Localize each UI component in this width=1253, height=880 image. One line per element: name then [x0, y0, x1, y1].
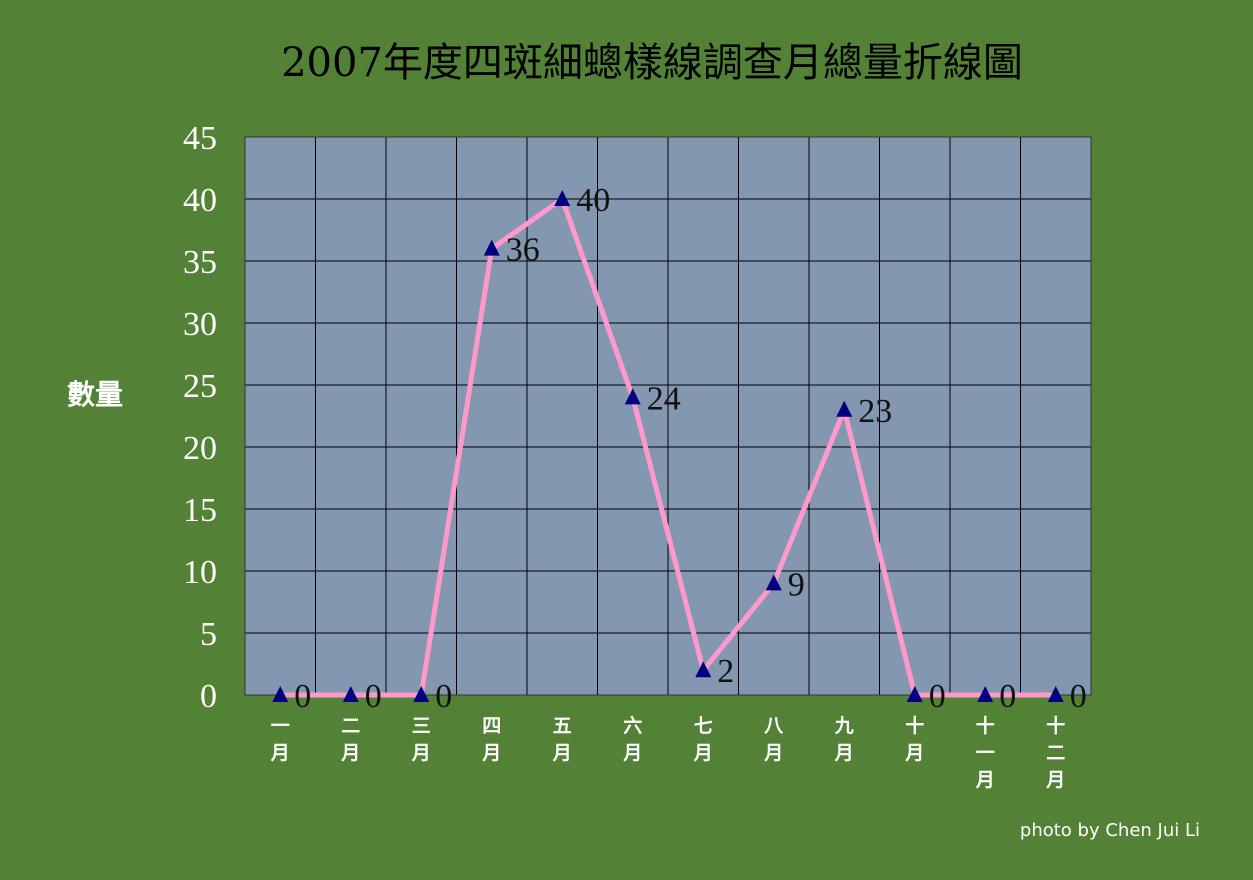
x-tick-label: 十 [976, 714, 995, 737]
x-tick-label: 一 [976, 742, 995, 764]
y-tick-label: 15 [183, 492, 217, 529]
x-tick-label: 九 [834, 715, 854, 737]
data-point-marker [765, 574, 782, 591]
data-point-marker [624, 388, 641, 405]
y-tick-label: 20 [183, 430, 217, 467]
x-tick-label: 月 [1045, 769, 1065, 791]
x-tick-label: 六 [623, 714, 642, 737]
data-label: 23 [858, 393, 892, 430]
x-tick-label: 月 [552, 742, 572, 764]
data-label: 0 [929, 678, 946, 715]
data-point-marker [413, 686, 430, 702]
y-axis-label: 數量 [67, 378, 123, 411]
chart-title: 2007年度四斑細蟌樣線調查月總量折線圖 [281, 40, 1023, 86]
data-label: 36 [506, 232, 540, 269]
data-label: 2 [717, 653, 734, 690]
y-tick-label: 40 [183, 182, 217, 219]
x-tick-label: 月 [834, 742, 854, 764]
y-tick-label: 0 [200, 678, 217, 715]
data-point-marker [483, 239, 500, 256]
grid [244, 136, 1092, 696]
data-label: 40 [576, 182, 610, 219]
y-tick-label: 45 [183, 120, 217, 157]
x-tick-label: 四 [482, 715, 501, 737]
y-tick-label: 25 [183, 368, 217, 405]
x-tick-label: 月 [270, 742, 290, 764]
x-tick-label: 月 [622, 742, 642, 764]
data-label: 0 [294, 678, 311, 715]
x-tick-label: 月 [481, 742, 501, 764]
data-point-marker [1047, 686, 1064, 702]
plot-border [244, 136, 1092, 696]
y-axis: 0 5 10 15 20 25 30 35 40 45 [183, 120, 217, 715]
data-point-marker [554, 190, 571, 206]
data-label: 0 [435, 678, 452, 715]
x-tick-label: 十 [1046, 714, 1065, 737]
data-label: 0 [1070, 678, 1087, 715]
x-tick-label: 月 [975, 769, 995, 791]
data-point-marker [836, 400, 853, 417]
data-label: 24 [647, 380, 681, 417]
x-tick-label: 八 [764, 715, 784, 737]
x-tick-label: 二 [341, 715, 360, 737]
x-tick-label: 月 [411, 742, 431, 764]
x-tick-label: 三 [412, 715, 431, 737]
photo-credit: photo by Chen Jui Li [1020, 820, 1200, 841]
series: 0 0 0 36 40 24 2 9 23 0 0 0 [272, 182, 1087, 715]
data-point-marker [272, 686, 289, 702]
y-tick-label: 35 [183, 244, 217, 281]
y-tick-label: 30 [183, 306, 217, 343]
x-tick-label: 月 [693, 742, 713, 764]
y-tick-label: 5 [200, 616, 217, 653]
data-point-marker [695, 661, 712, 678]
data-point-marker [906, 686, 923, 702]
data-label: 0 [999, 678, 1016, 715]
x-tick-label: 七 [694, 715, 713, 737]
x-tick-label: 五 [553, 715, 572, 737]
data-label: 9 [788, 566, 805, 603]
x-tick-label: 月 [763, 742, 783, 764]
x-tick-label: 一 [271, 715, 290, 737]
x-tick-label: 二 [1046, 742, 1065, 764]
data-label: 0 [365, 678, 382, 715]
x-tick-label: 月 [904, 742, 924, 764]
x-tick-label: 月 [340, 742, 360, 764]
data-point-marker [977, 686, 994, 702]
data-point-marker [342, 686, 359, 702]
x-tick-label: 十 [905, 714, 924, 737]
y-tick-label: 10 [183, 554, 217, 591]
series-line [280, 195, 1056, 698]
